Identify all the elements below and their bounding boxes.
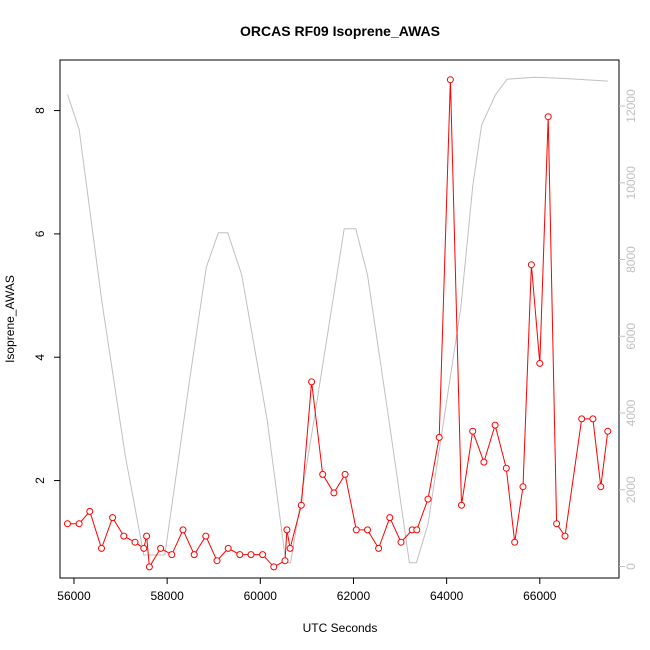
isoprene-point xyxy=(480,458,488,466)
isoprene-point xyxy=(604,427,612,435)
isoprene-point xyxy=(75,520,83,528)
isoprene-point xyxy=(341,470,349,478)
isoprene-point xyxy=(578,415,586,423)
isoprene-point xyxy=(297,501,305,509)
isoprene-point xyxy=(413,526,421,534)
isoprene-point xyxy=(386,514,394,522)
x-tick-label: 64000 xyxy=(430,589,464,603)
isoprene-point xyxy=(270,563,278,571)
isoprene-point xyxy=(64,520,71,528)
y2-tick-label: 6000 xyxy=(624,323,638,350)
isoprene-point xyxy=(469,427,477,435)
isoprene-point xyxy=(536,359,544,367)
plot-frame xyxy=(59,59,620,579)
isoprene-point xyxy=(511,538,519,546)
isoprene-point xyxy=(375,544,383,552)
isoprene-point xyxy=(458,501,465,509)
isoprene-point xyxy=(446,76,454,84)
isoprene-point xyxy=(109,514,117,522)
isoprene-point xyxy=(319,470,327,478)
isoprene-point xyxy=(236,551,244,559)
isoprene-point xyxy=(561,532,569,540)
isoprene-point xyxy=(145,563,153,571)
y2-tick-label: 2000 xyxy=(624,476,638,503)
y2-tick-label: 0 xyxy=(624,563,638,570)
isoprene-point xyxy=(157,544,165,552)
isoprene-point xyxy=(213,557,221,565)
x-tick-label: 60000 xyxy=(244,589,278,603)
altitude-series-line xyxy=(67,76,608,564)
isoprene-point xyxy=(597,483,605,491)
isoprene-point xyxy=(281,557,289,565)
isoprene-point xyxy=(544,113,552,121)
isoprene-point xyxy=(140,544,148,552)
isoprene-point xyxy=(168,551,176,559)
isoprene-point xyxy=(308,378,316,386)
chart-title: ORCAS RF09 Isoprene_AWAS xyxy=(240,23,440,39)
x-tick-label: 66000 xyxy=(523,589,557,603)
isoprene-point xyxy=(527,261,535,269)
isoprene-point xyxy=(424,495,432,503)
isoprene-point xyxy=(224,544,232,552)
x-tick-label: 56000 xyxy=(57,589,91,603)
isoprene-point xyxy=(491,421,499,429)
isoprene-point xyxy=(330,489,338,497)
isoprene-point xyxy=(86,507,94,515)
isoprene-point xyxy=(143,532,151,540)
y-tick-label: 2 xyxy=(33,477,47,484)
y-tick-label: 6 xyxy=(33,230,47,237)
isoprene-point xyxy=(98,544,105,552)
isoprene-point xyxy=(589,415,597,423)
isoprene-point xyxy=(259,551,267,559)
y-axis-label: Isoprene_AWAS xyxy=(3,275,17,363)
isoprene-point xyxy=(502,464,510,472)
x-tick-label: 62000 xyxy=(337,589,371,603)
isoprene-point xyxy=(131,538,139,546)
y2-tick-label: 10000 xyxy=(624,166,638,200)
series-layer xyxy=(64,76,612,571)
isoprene-point xyxy=(435,433,443,441)
x-tick-label: 58000 xyxy=(150,589,184,603)
isoprene-point xyxy=(286,544,294,552)
isoprene-point xyxy=(247,551,255,559)
y2-tick-label: 4000 xyxy=(624,399,638,426)
isoprene-point xyxy=(364,526,371,534)
isoprene-point xyxy=(519,483,527,491)
isoprene-point xyxy=(352,526,360,534)
x-axis-label: UTC Seconds xyxy=(303,621,378,635)
isoprene-point xyxy=(190,551,198,559)
isoprene-series-line xyxy=(67,79,609,569)
isoprene-point xyxy=(397,538,405,546)
isoprene-point xyxy=(283,526,291,534)
y-tick-label: 8 xyxy=(33,107,47,114)
isoprene-point xyxy=(202,532,210,540)
x-axis: 56000 58000 60000 62000 64000 66000 xyxy=(57,578,557,603)
isoprene-point xyxy=(553,520,561,528)
y-axis-right: 0 2000 4000 6000 8000 10000 12000 xyxy=(619,89,638,570)
y2-tick-label: 12000 xyxy=(624,89,638,123)
y-axis-left: 2 4 6 8 xyxy=(33,107,60,484)
isoprene-point xyxy=(120,532,128,540)
isoprene-point xyxy=(179,526,187,534)
y-tick-label: 4 xyxy=(33,354,47,361)
y2-tick-label: 8000 xyxy=(624,246,638,273)
